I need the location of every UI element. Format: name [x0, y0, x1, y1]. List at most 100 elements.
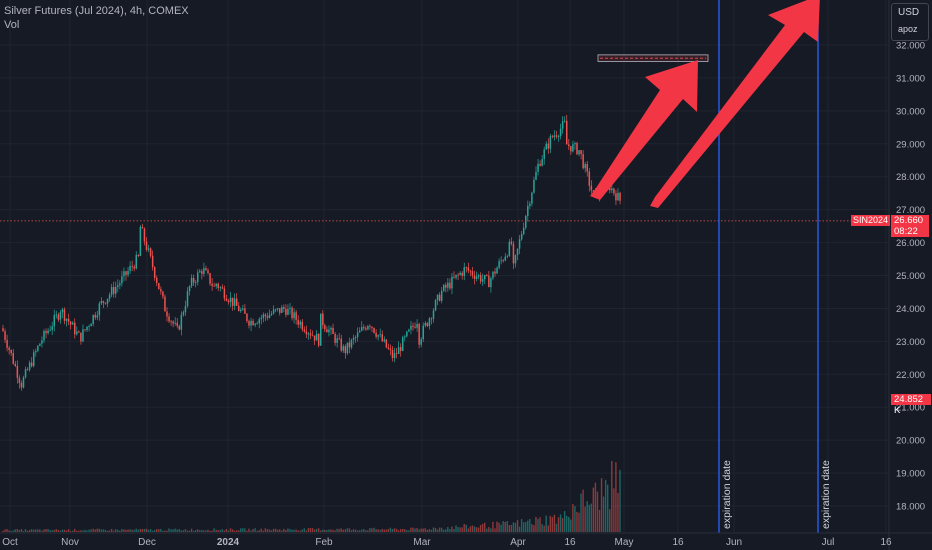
- volume-bar: [260, 528, 262, 532]
- volume-bar: [168, 528, 170, 532]
- candle-body: [428, 318, 431, 327]
- candle-body: [49, 329, 51, 331]
- candle-body: [203, 268, 205, 274]
- volume-bar: [211, 530, 213, 532]
- volume-bar: [272, 528, 275, 532]
- candle-body: [432, 310, 435, 319]
- candle-body: [479, 275, 482, 282]
- y-tick-label: 23.000: [896, 337, 925, 348]
- candle-body: [45, 331, 47, 334]
- y-tick-label: 19.000: [896, 469, 925, 480]
- volume-bar: [156, 529, 158, 532]
- volume-bar: [582, 489, 584, 532]
- candle-body: [539, 163, 541, 166]
- volume-bar: [426, 529, 428, 532]
- candle-body: [553, 135, 556, 138]
- candle-body: [199, 271, 201, 273]
- candle-body: [112, 287, 115, 294]
- volume-bar: [598, 509, 601, 532]
- volume-bar: [348, 528, 351, 532]
- candle-body: [272, 309, 275, 314]
- candle-body: [436, 294, 439, 301]
- volume-label: Vol: [4, 19, 20, 31]
- candle-body: [420, 339, 422, 345]
- volume-bar: [258, 530, 260, 532]
- volume-bar: [484, 522, 486, 532]
- candle-body: [6, 339, 8, 348]
- candle-body: [57, 314, 60, 320]
- candle-body: [475, 276, 478, 279]
- volume-bar: [451, 526, 453, 532]
- candle-body: [295, 312, 297, 320]
- currency-selector[interactable]: USD apoz: [891, 3, 929, 41]
- candle-body: [541, 159, 543, 166]
- candle-body: [266, 316, 269, 318]
- candle-body: [555, 135, 558, 137]
- volume-bar: [494, 528, 496, 532]
- volume-bar: [559, 514, 562, 532]
- volume-bar: [404, 529, 406, 532]
- candle-body: [615, 193, 617, 201]
- candle-body: [217, 283, 219, 288]
- volume-bar: [305, 530, 308, 532]
- volume-bar: [248, 528, 250, 532]
- candle-body: [264, 314, 267, 317]
- candle-body: [369, 325, 371, 327]
- candle-body: [537, 163, 539, 172]
- volume-bar: [566, 515, 568, 532]
- volume-bar: [596, 491, 599, 532]
- y-tick-label: 30.000: [896, 106, 925, 117]
- volume-bar: [86, 530, 88, 532]
- candle-body: [123, 271, 125, 277]
- candle-body: [80, 332, 82, 342]
- volume-bar: [297, 530, 299, 532]
- candle-body: [356, 332, 359, 338]
- scale-mode-label: apoz: [898, 24, 918, 34]
- candle-body: [188, 286, 191, 292]
- y-axis[interactable]: 32.000 31.000 30.000 29.000 28.000 27.000 26.0…: [888, 0, 925, 550]
- volume-bar: [192, 530, 195, 532]
- candle-body: [477, 275, 480, 277]
- volume-bar: [397, 530, 400, 532]
- candle-body: [498, 261, 500, 268]
- volume-bar: [131, 529, 133, 532]
- volume-bar: [235, 530, 238, 532]
- candle-body: [170, 321, 172, 323]
- candle-body: [455, 274, 457, 278]
- candle-body: [172, 321, 174, 324]
- volume-bar: [367, 530, 369, 532]
- candle-body: [192, 277, 195, 283]
- candle-body: [336, 338, 338, 343]
- volume-bar: [188, 530, 191, 532]
- candle-body: [586, 164, 588, 172]
- volume-bar: [537, 518, 539, 532]
- volume-bar: [551, 517, 554, 532]
- candle-body: [252, 320, 254, 326]
- volume-bar: [486, 528, 488, 532]
- candle-body: [580, 150, 582, 155]
- volume-bar: [274, 528, 277, 532]
- candle-body: [71, 322, 74, 325]
- volume-bar: [74, 528, 76, 532]
- volume-bar: [301, 529, 303, 532]
- y-tick-label: 18.000: [896, 502, 925, 513]
- candle-body: [326, 329, 328, 333]
- candle-body: [533, 179, 535, 193]
- volume-bar: [373, 527, 375, 532]
- candle-body: [484, 275, 486, 280]
- volume-bar: [358, 530, 361, 532]
- last-volume-tag: 24.852 K: [891, 394, 931, 416]
- volume-bar: [592, 487, 595, 532]
- volume-bar: [266, 529, 269, 532]
- volume-bar: [287, 528, 289, 532]
- candle-body: [197, 272, 199, 283]
- volume-bar: [51, 530, 53, 532]
- candle-body: [2, 328, 4, 332]
- x-tick-label: Oct: [2, 537, 18, 548]
- candle-body: [90, 323, 92, 327]
- x-axis[interactable]: Oct Nov Dec 2024 Feb Mar Apr 16 May 16 Jun Jul 16: [0, 532, 932, 548]
- candle-body: [520, 234, 523, 240]
- candle-body: [205, 268, 207, 271]
- candle-body: [535, 171, 537, 180]
